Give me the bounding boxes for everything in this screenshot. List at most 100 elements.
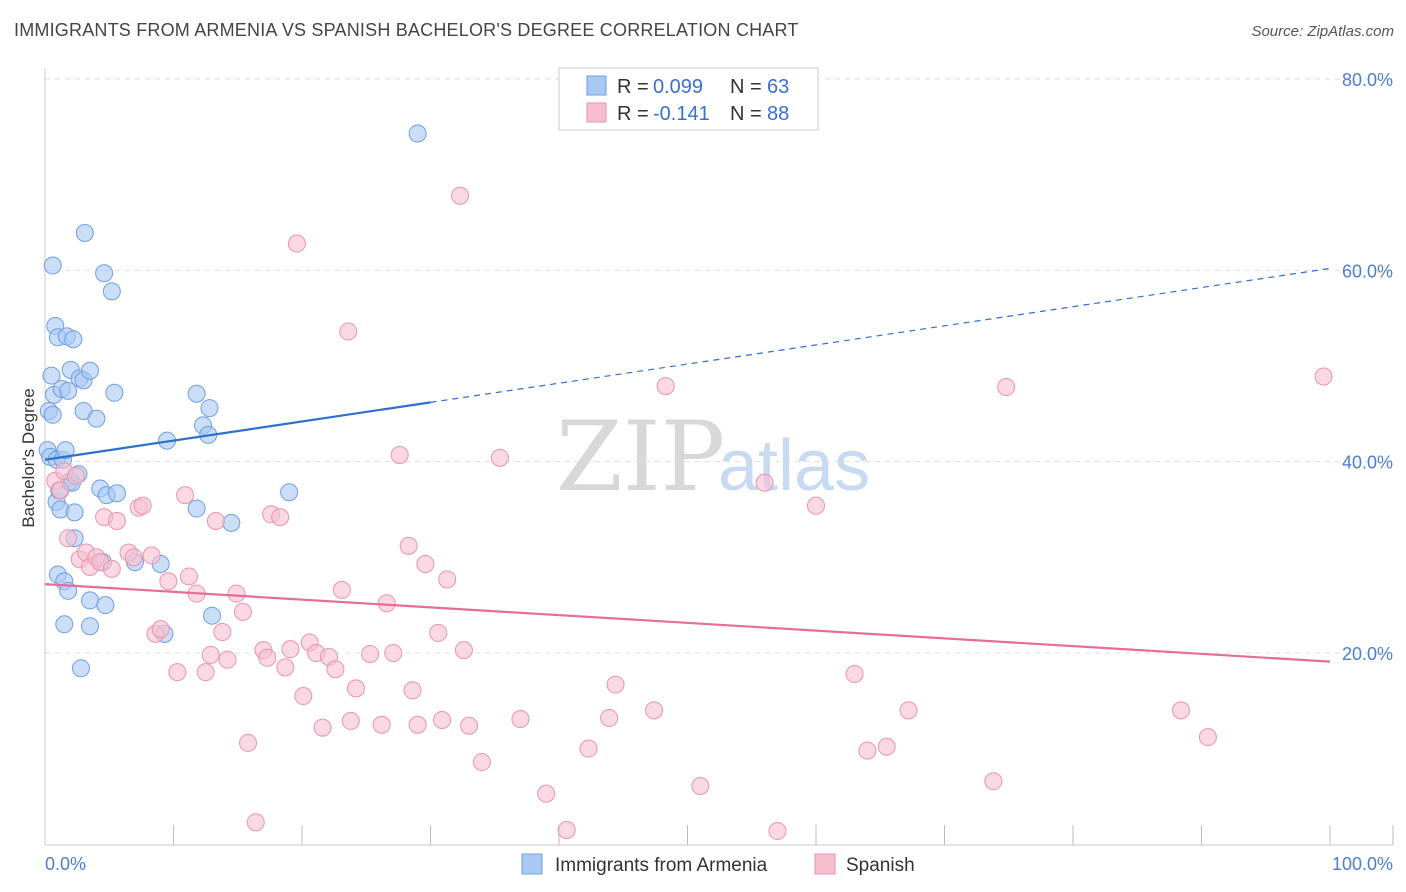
armenia-point	[87, 409, 106, 428]
chart-title: IMMIGRANTS FROM ARMENIA VS SPANISH BACHE…	[14, 20, 799, 40]
y-tick-label-40: 40.0%	[1342, 453, 1393, 473]
bottom-legend-label-spanish: Spanish	[846, 855, 915, 876]
armenia-point	[43, 405, 62, 424]
y-axis-label: Bachelor's Degree	[19, 388, 38, 527]
spanish-point	[877, 737, 896, 756]
bottom-legend-swatch-armenia	[521, 853, 543, 875]
y-tick-label-20: 20.0%	[1342, 644, 1393, 664]
spanish-point	[239, 733, 258, 752]
spanish-point	[768, 821, 787, 840]
spanish-point	[341, 711, 360, 730]
spanish-point	[807, 496, 825, 515]
spanish-point	[390, 445, 409, 464]
legend-blue-n-label: N =	[730, 76, 767, 98]
bottom-legend-swatch-spanish	[814, 853, 836, 875]
armenia-point	[59, 381, 78, 400]
y-tick-label-80: 80.0%	[1342, 70, 1393, 90]
armenia-point	[408, 124, 427, 143]
legend-pink-r-label: R =	[617, 103, 654, 125]
armenia-point	[187, 384, 206, 403]
spanish-point	[755, 473, 774, 492]
armenia-point	[71, 659, 90, 678]
spanish-point	[384, 644, 403, 662]
armenia-point	[187, 499, 206, 518]
spanish-point	[179, 567, 198, 586]
spanish-point	[124, 548, 143, 567]
spanish-point	[606, 675, 625, 694]
spanish-point	[377, 594, 396, 613]
armenia-point	[102, 282, 121, 301]
spanish-point	[490, 448, 509, 467]
spanish-point	[997, 378, 1016, 397]
armenia-point	[203, 606, 222, 625]
spanish-point	[206, 511, 225, 530]
chart-source: Source: ZipAtlas.com	[1251, 23, 1394, 40]
spanish-point	[454, 641, 473, 660]
spanish-point	[579, 739, 598, 758]
spanish-point	[258, 648, 277, 667]
armenia-point	[80, 361, 99, 380]
spanish-point	[246, 813, 265, 832]
armenia-point	[80, 617, 99, 636]
legend-blue-r-value: 0.099	[653, 76, 703, 98]
spanish-point	[845, 665, 864, 684]
legend-pink-n-label: N =	[730, 103, 767, 125]
x-ticks	[173, 825, 1394, 845]
spanish-point	[433, 710, 452, 729]
armenia-point	[80, 591, 99, 610]
grid	[45, 78, 1393, 654]
spanish-point	[472, 753, 491, 772]
bottom-legend-label-armenia: Immigrants from Armenia	[555, 855, 768, 876]
spanish-point	[159, 572, 178, 591]
spanish-point	[1171, 701, 1190, 720]
spanish-point	[59, 529, 78, 548]
armenia-point	[64, 330, 83, 349]
spanish-point	[858, 741, 877, 760]
armenia-point	[56, 441, 75, 460]
spanish-trend-line	[44, 583, 1331, 663]
x-tick-label-min: 0.0%	[45, 854, 86, 874]
spanish-point	[656, 377, 675, 396]
armenia-point	[96, 596, 115, 615]
spanish-point	[899, 701, 918, 720]
spanish-point	[313, 718, 332, 737]
legend-blue-r-label: R =	[617, 76, 654, 98]
spanish-point	[645, 701, 664, 720]
trend-lines	[44, 267, 1331, 663]
spanish-point	[460, 716, 479, 735]
legend-pink-n-value: 88	[767, 103, 789, 125]
spanish-point	[399, 536, 418, 555]
spanish-point	[984, 772, 1003, 791]
armenia-point	[107, 484, 126, 503]
spanish-point	[372, 715, 391, 734]
series-spanish-points	[46, 186, 1333, 840]
spanish-point	[287, 234, 306, 253]
y-tick-labels: 20.0% 40.0% 60.0% 80.0%	[1342, 70, 1393, 664]
armenia-point	[200, 399, 219, 418]
y-tick-label-60: 60.0%	[1342, 261, 1393, 281]
spanish-point	[1198, 728, 1217, 747]
spanish-point	[1314, 367, 1333, 386]
watermark-atlas: atlas	[718, 426, 870, 506]
spanish-point	[107, 511, 126, 530]
spanish-point	[408, 715, 427, 734]
legend-swatch-pink	[586, 102, 607, 123]
legend-pink-r-value: -0.141	[653, 103, 710, 125]
spanish-point	[151, 620, 170, 639]
spanish-point	[403, 681, 422, 700]
watermark-zip: ZIP	[556, 401, 725, 513]
spanish-point	[691, 776, 710, 795]
spanish-point	[102, 559, 121, 578]
spanish-point	[66, 467, 85, 486]
legend-blue-n-value: 63	[767, 76, 789, 98]
armenia-point	[75, 224, 94, 243]
spanish-point	[133, 496, 152, 515]
legend-swatch-blue	[586, 75, 607, 96]
armenia-point	[43, 256, 62, 275]
spanish-point	[339, 322, 358, 341]
spanish-point	[511, 710, 530, 729]
spanish-point	[600, 709, 619, 728]
x-tick-label-max: 100.0%	[1332, 854, 1393, 874]
armenia-point	[65, 503, 84, 522]
